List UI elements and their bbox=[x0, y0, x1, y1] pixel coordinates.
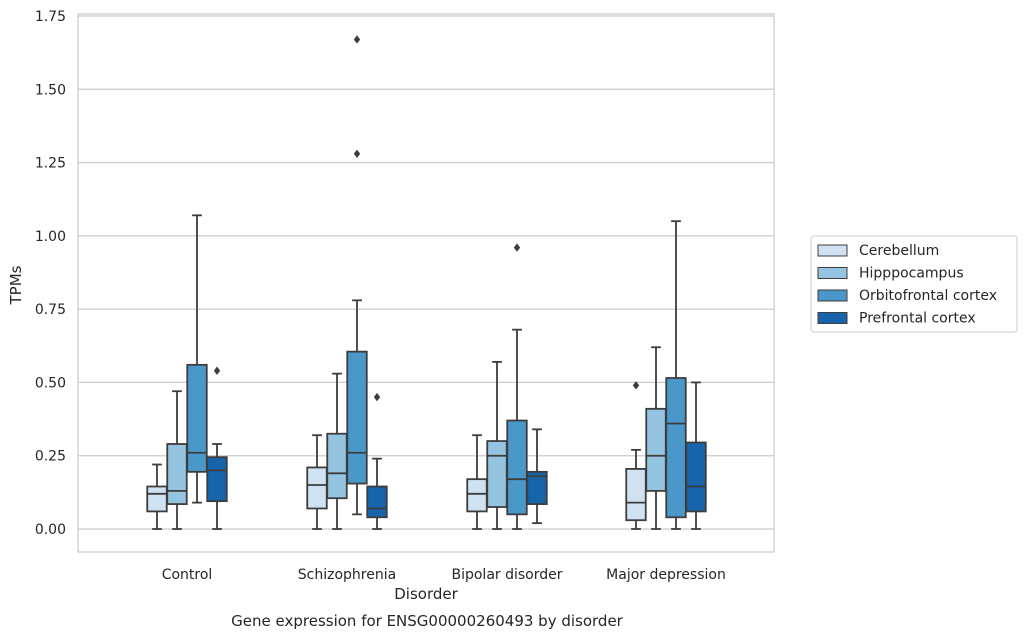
box-prefrontal-cortex bbox=[206, 366, 228, 530]
outlier-point bbox=[513, 243, 521, 252]
box-iqr bbox=[326, 432, 348, 500]
box-prefrontal-cortex bbox=[526, 428, 548, 525]
box-iqr bbox=[166, 443, 188, 505]
x-axis-ticks: Control Schizophrenia Bipolar disorder Majo… bbox=[162, 567, 726, 583]
box-iqr bbox=[306, 466, 328, 510]
y-tick-label: 0.50 bbox=[35, 375, 66, 391]
y-axis-title: TPMs bbox=[7, 265, 25, 305]
box-orbitofrontal-cortex bbox=[186, 214, 208, 504]
y-tick-label: 1.25 bbox=[35, 156, 66, 172]
outlier-point bbox=[632, 381, 640, 390]
legend-label: Hipppocampus bbox=[859, 266, 964, 282]
legend-swatch bbox=[817, 312, 848, 324]
box-cerebellum bbox=[146, 463, 168, 530]
legend-label: Orbitofrontal cortex bbox=[859, 288, 997, 304]
y-axis-ticks: 0.00 0.25 0.50 0.75 1.00 1.25 1.50 1.75 bbox=[35, 9, 66, 538]
box-iqr bbox=[625, 468, 647, 522]
box-iqr bbox=[645, 407, 667, 492]
x-tick-label: Control bbox=[162, 567, 213, 583]
x-tick-label: Bipolar disorder bbox=[451, 567, 562, 583]
outlier-point bbox=[213, 366, 221, 375]
box-orbitofrontal-cortex bbox=[346, 35, 368, 516]
box-cerebellum bbox=[466, 434, 488, 530]
box-iqr bbox=[665, 377, 687, 519]
chart-title: Gene expression for ENSG00000260493 by d… bbox=[231, 612, 624, 630]
box-iqr bbox=[526, 470, 548, 505]
box-iqr bbox=[685, 441, 707, 513]
legend-label: Cerebellum bbox=[859, 243, 939, 259]
legend-frame bbox=[810, 235, 1018, 333]
x-axis-title: Disorder bbox=[394, 585, 458, 603]
x-tick-label: Major depression bbox=[606, 567, 726, 583]
box-prefrontal-cortex bbox=[685, 381, 707, 530]
legend: Cerebellum Hipppocampus Orbitofrontal cort… bbox=[810, 235, 1018, 333]
box-plots bbox=[146, 35, 707, 530]
y-tick-label: 1.00 bbox=[35, 229, 66, 245]
box-iqr bbox=[146, 485, 168, 513]
box-hipppocampus bbox=[166, 390, 188, 530]
y-tick-label: 0.00 bbox=[35, 522, 66, 538]
x-tick-label: Schizophrenia bbox=[298, 567, 396, 583]
box-hipppocampus bbox=[326, 372, 348, 530]
box-iqr bbox=[346, 350, 368, 485]
box-iqr bbox=[486, 440, 508, 508]
box-iqr bbox=[186, 363, 208, 473]
box-iqr bbox=[366, 485, 388, 519]
box-orbitofrontal-cortex bbox=[506, 243, 528, 530]
box-iqr bbox=[206, 456, 228, 503]
legend-swatch bbox=[817, 244, 848, 257]
box-iqr bbox=[506, 419, 528, 516]
y-tick-label: 0.75 bbox=[35, 302, 66, 318]
y-tick-label: 1.75 bbox=[35, 9, 66, 25]
legend-label: Prefrontal cortex bbox=[859, 311, 976, 327]
outlier-point bbox=[353, 35, 361, 44]
y-tick-label: 0.25 bbox=[35, 449, 66, 465]
legend-swatch bbox=[817, 267, 848, 279]
box-prefrontal-cortex bbox=[366, 392, 388, 530]
box-cerebellum bbox=[625, 381, 647, 530]
box-iqr bbox=[466, 478, 488, 513]
plot-area-frame bbox=[77, 13, 775, 553]
y-tick-label: 1.50 bbox=[35, 82, 66, 98]
legend-swatch bbox=[817, 289, 848, 302]
outlier-point bbox=[373, 392, 381, 402]
outlier-point bbox=[353, 149, 361, 158]
